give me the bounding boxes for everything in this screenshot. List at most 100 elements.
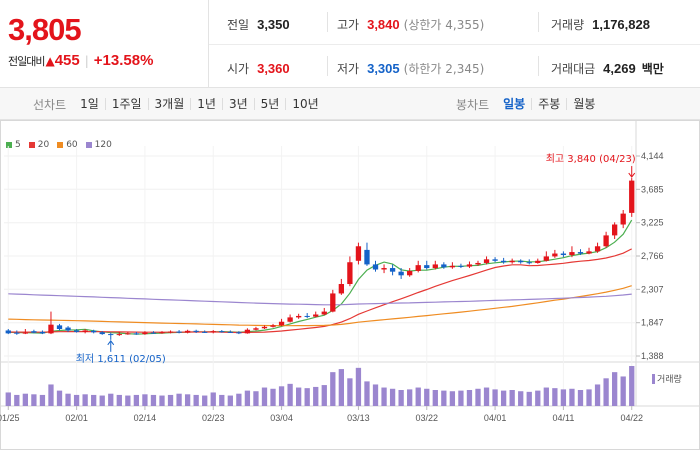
current-price: 3,805 [8,12,82,47]
candle-body [483,259,490,263]
candle-body [629,180,635,213]
candle-body [449,265,456,268]
volume-bar [150,394,157,406]
candle-body [330,293,336,312]
volume-bar [612,372,618,406]
candle-body [586,251,592,254]
volume-bar [509,390,515,406]
volume-bar [330,372,336,406]
volume-bar [500,390,507,406]
candle-body [432,264,438,269]
candle-body [261,326,268,329]
candle-body [116,334,122,336]
volume-bar [321,385,327,406]
high-annotation: 최고 3,840 (04/23) [546,153,636,165]
candle-body [65,327,71,331]
volume-bar [552,388,558,406]
divider [327,12,328,32]
chart-toolbar: 선차트 1일 1주일 3개월 1년 3년 5년 10년 봉차트 일봉 주봉 월봉 [0,88,700,120]
candle-body [458,265,464,267]
ma120-line [8,293,632,306]
volume-bar [620,376,626,406]
change-amount: 455 [54,52,80,69]
tab-monthly[interactable]: 월봉 [566,98,601,110]
divider [209,44,700,45]
volume-bar [14,394,20,406]
candle-body [73,330,80,332]
x-tick-label: 02/01 [65,413,88,423]
candle-body [569,252,575,255]
y-tick-label: 3,685 [641,184,664,194]
volume-bar [184,394,191,406]
tab-daily[interactable]: 일봉 [503,97,526,111]
volume-bar [466,390,473,406]
candle-body [287,317,293,322]
candle-body [407,270,413,276]
price-chart: 5 20 60 120 거래량 4,144 3,685 3,225 2,766 2,30… [0,120,700,450]
volume-bar [99,395,105,406]
low-annotation: 최저 1,611 (02/05) [76,353,166,365]
volume-bar [304,388,310,406]
volume-bar [236,393,242,406]
period-5y[interactable]: 5년 [253,98,286,110]
volume-bar [176,393,182,406]
candle-body [603,235,609,247]
candle-body [338,284,344,294]
ma20-line [8,248,632,334]
candle-body [424,265,430,269]
candle-body [133,333,140,335]
volume-bar [415,387,421,406]
x-tick-label: 04/22 [620,413,643,423]
candle-body [108,334,114,336]
candle-body [389,268,396,272]
change-label: 전일대비 [8,54,45,68]
volume-bar [569,388,575,406]
volume-bar [48,384,54,406]
candle-body [321,311,327,315]
volume-bar [227,395,233,406]
volume-bar [355,367,362,406]
volume-bar [82,394,88,406]
candle-body [253,328,259,330]
tab-weekly[interactable]: 주봉 [531,98,566,110]
up-triangle-icon: ▲ [45,53,55,68]
candle-body [535,260,541,263]
candle-body [5,330,11,334]
y-tick-label: 3,225 [641,218,664,228]
candle-body [91,330,97,333]
period-3y[interactable]: 3년 [221,98,254,110]
period-1w[interactable]: 1주일 [104,98,148,110]
volume-bar [535,390,541,406]
stat-trade-value: 거래대금 4,269 백만 [551,61,664,76]
candle-body [159,332,165,334]
volume-bar [543,387,549,406]
volume-bar [313,386,319,406]
volume-bar [364,381,370,406]
candle-body [193,330,199,332]
volume-bar [159,395,165,406]
candle-body [475,262,481,265]
period-10y[interactable]: 10년 [285,98,324,110]
candle-body [313,314,319,317]
candle-body [612,224,618,236]
ma-legend: 5 20 60 120 [6,140,112,150]
volume-bar [167,394,174,406]
stat-volume: 거래량 1,176,828 [551,17,650,32]
period-3m[interactable]: 3개월 [147,98,191,110]
volume-bar [475,388,481,406]
volume-bar [407,389,413,406]
line-chart-label: 선차트 [33,97,67,112]
line-chart-periods: 선차트 1일 1주일 3개월 1년 3년 5년 10년 [33,88,325,120]
x-tick-label: 02/14 [134,413,157,423]
x-tick-label: 03/04 [270,413,293,423]
stock-summary: 3,805 전일대비 ▲ 455 | +13.58% 전일 3,350 고가 3… [0,0,700,88]
candle-chart-periods: 봉차트 일봉 주봉 월봉 [456,88,601,120]
volume-bar [296,387,302,406]
volume-bar [56,390,63,406]
chart-canvas: 4,144 3,685 3,225 2,766 2,307 1,847 1,388 01/25… [0,120,700,450]
ma60-line [8,285,632,327]
period-1y[interactable]: 1년 [190,98,222,110]
period-1d[interactable]: 1일 [80,97,99,111]
legend-ma5: 5 [6,140,21,150]
candle-body [415,265,421,271]
